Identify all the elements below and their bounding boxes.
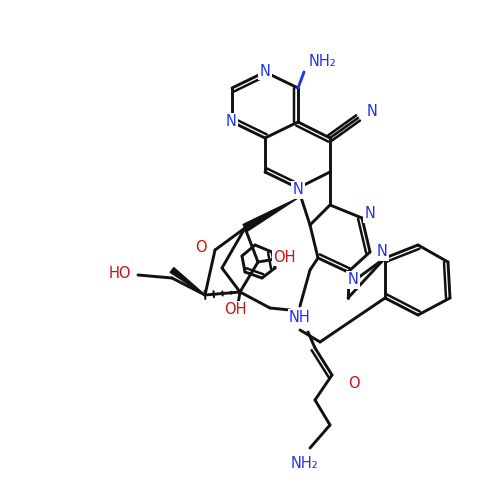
Polygon shape [243, 198, 298, 232]
Text: OH: OH [224, 302, 246, 318]
Polygon shape [170, 268, 205, 295]
Text: N: N [376, 244, 388, 260]
Text: NH: NH [289, 310, 311, 326]
Text: NH₂: NH₂ [308, 54, 336, 70]
Text: OH: OH [273, 250, 295, 264]
Text: N: N [364, 206, 376, 222]
Text: O: O [195, 240, 207, 256]
Text: O: O [348, 376, 360, 390]
Text: N: N [226, 114, 236, 130]
Text: HO: HO [109, 266, 131, 280]
Text: N: N [260, 64, 270, 78]
Text: N: N [348, 272, 358, 287]
Text: N: N [366, 104, 378, 120]
Text: NH₂: NH₂ [291, 456, 319, 471]
Text: N: N [292, 182, 304, 198]
